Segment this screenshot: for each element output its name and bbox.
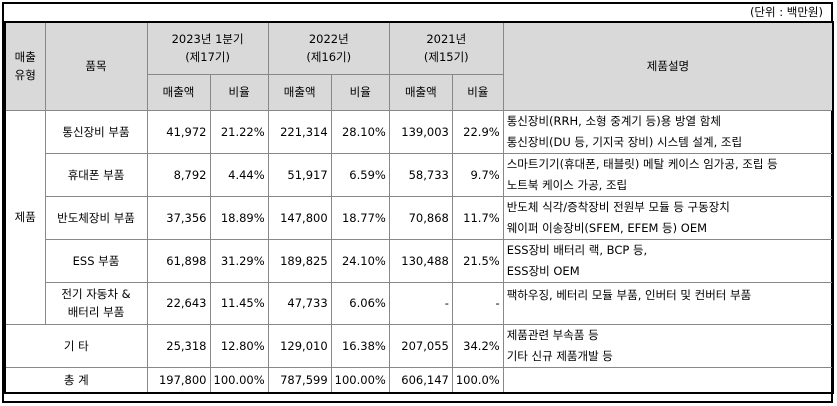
table-row-etc: 기 타 25,318 12.80% 129,010 16.38% 207,055…: [4, 323, 835, 368]
sales-value: 197,800: [146, 366, 211, 394]
description: ESS장비 배터리 랙, BCP 등, ESS장비 OEM: [502, 238, 835, 283]
description: 반도체 식각/증착장비 전원부 모듈 등 구동장치 웨이퍼 이송장비(SFEM, …: [502, 195, 835, 240]
ratio-value: 11.45%: [209, 281, 269, 325]
ratio-value: 18.89%: [209, 195, 269, 240]
ratio-value: 22.9%: [451, 109, 504, 154]
header-period-1: 2023년 1분기 (제17기): [146, 21, 269, 75]
header-type: 매출 유형: [4, 21, 46, 111]
ratio-value: 28.10%: [330, 109, 390, 154]
unit-note: (단위 : 백만원): [749, 5, 823, 19]
sales-value: 25,318: [146, 323, 211, 368]
ratio-value: 12.80%: [209, 323, 269, 368]
ratio-value: 31.29%: [209, 238, 269, 283]
sales-value: 37,356: [146, 195, 211, 240]
sales-value: 130,488: [388, 238, 453, 283]
sales-value: 41,972: [146, 109, 211, 154]
table-row: 휴대폰 부품 8,792 4.44% 51,917 6.59% 58,733 9…: [5, 152, 835, 197]
sales-value: 8,792: [146, 152, 211, 197]
ratio-value: 24.10%: [330, 238, 390, 283]
header-sales: 매출액: [267, 73, 332, 111]
ratio-value: 100.0%: [451, 366, 504, 394]
ratio-value: 21.22%: [209, 109, 269, 154]
ratio-value: 6.06%: [330, 281, 390, 325]
ratio-value: 6.59%: [330, 152, 390, 197]
header-ratio: 비율: [451, 73, 504, 111]
header-sales: 매출액: [388, 73, 453, 111]
item-name: ESS 부품: [44, 238, 148, 283]
header-ratio: 비율: [209, 73, 269, 111]
sales-value: 129,010: [267, 323, 332, 368]
header-period-3: 2021년 (제15기): [388, 21, 504, 75]
sales-table: 매출 유형 품목 2023년 1분기 (제17기) 2022년 (제16기) 2…: [4, 21, 835, 394]
sales-value: 606,147: [388, 366, 453, 394]
description: 스마트기기(휴대폰, 태블릿) 메탈 케이스 임가공, 조립 등 노트북 케이스 …: [502, 152, 835, 197]
table-row-total: 총 계 197,800 100.00% 787,599 100.00% 606,…: [4, 366, 835, 394]
sales-value: 139,003: [388, 109, 453, 154]
item-name: 휴대폰 부품: [44, 152, 148, 197]
ratio-value: 34.2%: [451, 323, 504, 368]
table-row: 전기 자동차 & 배터리 부품 22,643 11.45% 47,733 6.0…: [5, 281, 835, 325]
header-sales: 매출액: [146, 73, 211, 111]
ratio-value: 9.7%: [451, 152, 504, 197]
description: 팩하우징, 베터리 모듈 부품, 인버터 및 컨버터 부품: [502, 281, 835, 325]
header-item: 품목: [44, 21, 148, 111]
header-period-2: 2022년 (제16기): [267, 21, 390, 75]
sales-value: 51,917: [267, 152, 332, 197]
sales-value: 147,800: [267, 195, 332, 240]
description: [502, 366, 835, 394]
ratio-value: 100.00%: [209, 366, 269, 394]
ratio-value: 21.5%: [451, 238, 504, 283]
table-row: 반도체장비 부품 37,356 18.89% 147,800 18.77% 70…: [5, 195, 835, 240]
etc-label: 기 타: [4, 323, 148, 368]
ratio-value: 16.38%: [330, 323, 390, 368]
sales-value: 58,733: [388, 152, 453, 197]
ratio-value: -: [451, 281, 504, 325]
sales-value: 22,643: [146, 281, 211, 325]
ratio-value: 11.7%: [451, 195, 504, 240]
sales-value: 189,825: [267, 238, 332, 283]
table-row: 제품 통신장비 부품 41,972 21.22% 221,314 28.10% …: [4, 109, 835, 325]
ratio-value: 100.00%: [330, 366, 390, 394]
sales-value: -: [388, 281, 453, 325]
ratio-value: 4.44%: [209, 152, 269, 197]
item-name: 전기 자동차 & 배터리 부품: [44, 281, 148, 325]
description: 통신장비(RRH, 소형 중계기 등)용 방열 함체 통신장비(DU 등, 기지국…: [502, 109, 835, 154]
group-label: 제품: [4, 109, 46, 325]
table-row: ESS 부품 61,898 31.29% 189,825 24.10% 130,…: [5, 238, 835, 283]
sales-value: 61,898: [146, 238, 211, 283]
header-description: 제품설명: [502, 21, 835, 111]
sales-value: 47,733: [267, 281, 332, 325]
sales-value: 221,314: [267, 109, 332, 154]
item-name: 반도체장비 부품: [44, 195, 148, 240]
ratio-value: 18.77%: [330, 195, 390, 240]
sales-value: 787,599: [267, 366, 332, 394]
item-name: 통신장비 부품: [44, 109, 148, 154]
sales-value: 70,868: [388, 195, 453, 240]
sales-value: 207,055: [388, 323, 453, 368]
description: 제품관련 부속품 등 기타 신규 제품개발 등: [502, 323, 835, 368]
total-label: 총 계: [4, 366, 148, 394]
header-ratio: 비율: [330, 73, 390, 111]
